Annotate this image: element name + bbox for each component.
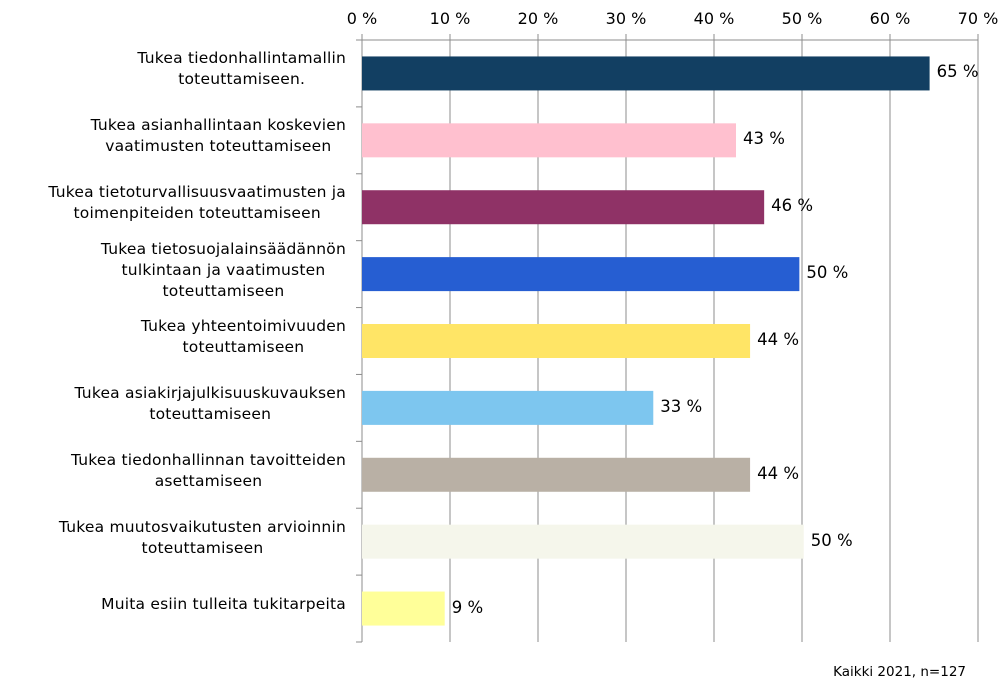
bar <box>362 591 445 626</box>
bar <box>362 524 804 559</box>
category-label: Tukea tiedonhallinnan tavoitteiden asett… <box>70 450 346 490</box>
category-label: Tukea tietoturvallisuusvaatimusten ja to… <box>48 183 346 223</box>
x-tick-label: 40 % <box>693 9 735 28</box>
bar-value-label: 50 % <box>806 263 849 283</box>
bar-value-label: 43 % <box>743 129 785 149</box>
bar <box>362 390 654 425</box>
x-tick-label: 30 % <box>605 9 647 28</box>
bar-value-label: 46 % <box>771 196 814 216</box>
bar-value-label: 50 % <box>810 530 853 550</box>
category-label: Tukea asianhallintaan koskevien vaatimus… <box>90 116 346 156</box>
x-tick-label: 0 % <box>346 9 378 28</box>
bar <box>362 457 751 492</box>
bar <box>362 56 930 91</box>
x-tick-label: 60 % <box>869 9 911 28</box>
category-label: Tukea asiakirjajulkisuuskuvauksen toteut… <box>74 383 346 423</box>
category-label: Muita esiin tulleita tukitarpeita <box>101 595 346 614</box>
bar-value-label: 9 % <box>451 597 484 617</box>
category-label: Tukea tietosuojalainsäädännön tulkintaan… <box>100 239 346 300</box>
bar <box>362 324 751 358</box>
bar <box>362 190 765 225</box>
x-tick-label: 70 % <box>957 9 999 28</box>
category-label: Tukea tiedonhallintamallin toteuttamisee… <box>137 49 346 89</box>
bar <box>362 123 736 158</box>
x-tick-label: 50 % <box>781 9 823 28</box>
bar-value-label: 65 % <box>936 62 979 82</box>
bar-value-label: 33 % <box>660 396 703 416</box>
x-tick-label: 20 % <box>517 9 559 28</box>
category-label: Tukea yhteentoimivuuden toteuttamiseen <box>140 317 346 356</box>
x-tick-label: 10 % <box>429 9 471 28</box>
bar-value-label: 44 % <box>757 330 799 349</box>
bar <box>362 257 800 292</box>
bar-value-label: 44 % <box>757 463 799 483</box>
category-label: Tukea muutosvaikutusten arvioinnin toteu… <box>58 517 346 557</box>
chart-footnote: Kaikki 2021, n=127 <box>833 664 966 680</box>
